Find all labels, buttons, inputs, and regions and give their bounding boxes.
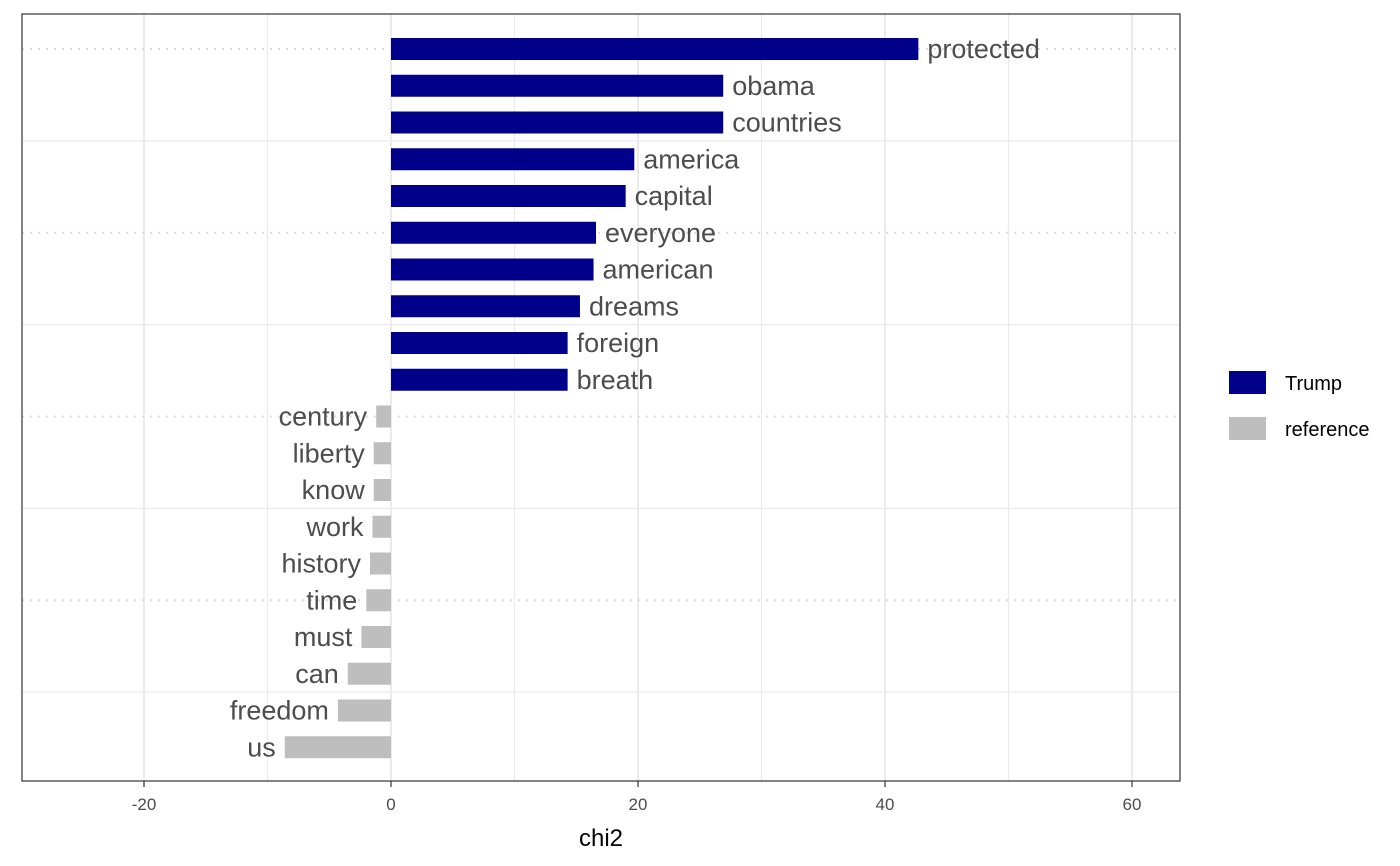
bar-work: [372, 515, 391, 538]
bar-label-liberty: liberty: [293, 438, 366, 468]
bar-label-must: must: [294, 622, 353, 652]
bar-label-breath: breath: [577, 365, 654, 395]
bar-history: [370, 552, 391, 575]
bar-dreams: [391, 295, 580, 318]
bar-label-america: america: [643, 144, 740, 174]
bar-label-history: history: [281, 549, 361, 579]
bar-label-capital: capital: [635, 181, 713, 211]
bar-label-century: century: [279, 402, 368, 432]
legend-key-Trump: [1229, 371, 1266, 394]
bar-label-freedom: freedom: [230, 696, 329, 726]
bar-label-know: know: [302, 475, 366, 505]
bar-label-protected: protected: [927, 34, 1040, 64]
bar-can: [347, 662, 391, 685]
bar-label-work: work: [305, 512, 364, 542]
grid-lines: [22, 14, 1180, 781]
x-tick-label: 0: [386, 795, 395, 814]
x-axis: -20 0 20 40 60: [132, 781, 1142, 814]
bar-label-dreams: dreams: [589, 291, 679, 321]
bar-american: [391, 258, 594, 281]
bar-must: [361, 626, 391, 648]
bar-label-countries: countries: [732, 108, 842, 138]
bar-us: [284, 736, 391, 759]
x-tick-label: 60: [1123, 795, 1142, 814]
bar-protected: [391, 38, 919, 60]
bar-label-can: can: [295, 659, 339, 689]
bar-label-american: american: [603, 255, 714, 285]
bar-america: [391, 148, 635, 171]
legend-label-Trump: Trump: [1285, 373, 1342, 395]
x-tick-label: 20: [629, 795, 648, 814]
bar-countries: [391, 111, 724, 134]
bar-label-obama: obama: [732, 71, 816, 101]
bar-century: [376, 405, 391, 428]
bar-label-foreign: foreign: [577, 328, 660, 358]
plot-panel-border: [21, 13, 1181, 782]
bar-label-us: us: [247, 732, 276, 762]
legend: Trump reference: [1229, 371, 1370, 441]
bar-labels-group: protected obama countries america capital eve…: [230, 34, 1040, 762]
x-tick-label: 40: [876, 795, 895, 814]
bar-breath: [391, 368, 568, 391]
bar-freedom: [337, 699, 391, 722]
bar-time: [366, 589, 391, 612]
bar-know: [373, 479, 391, 501]
x-tick-label: -20: [132, 795, 157, 814]
bar-foreign: [391, 332, 568, 354]
bar-liberty: [373, 442, 391, 465]
bars-group: [284, 38, 919, 759]
bar-label-everyone: everyone: [605, 218, 716, 248]
plot-panel-background: [22, 14, 1180, 781]
legend-key-reference: [1229, 417, 1266, 440]
x-axis-title: chi2: [579, 825, 623, 852]
bar-capital: [391, 185, 626, 207]
bar-obama: [391, 74, 724, 97]
bar-label-time: time: [306, 585, 357, 615]
legend-label-reference: reference: [1285, 419, 1370, 441]
bar-everyone: [391, 221, 597, 244]
